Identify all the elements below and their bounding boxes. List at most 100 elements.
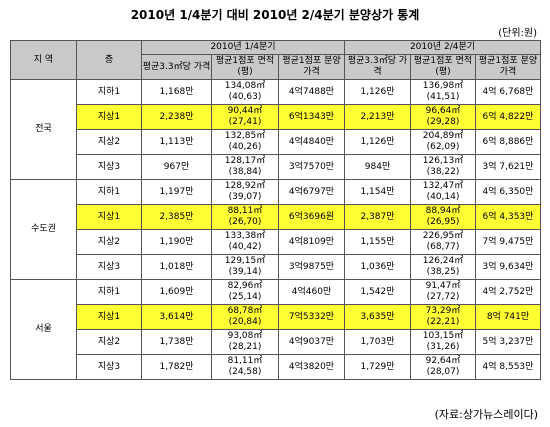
q1-sale-price: 6억3696원 (288, 211, 335, 222)
q1-sale-cell: 6억1343만 (278, 104, 345, 130)
q1-area-pyeong: (40,42) (228, 242, 262, 252)
q1-area-sqm: 93,08㎡ (227, 331, 263, 341)
q1-area-pyeong: (39,14) (228, 267, 262, 277)
q1-area-cell: 128,17㎡ (38,84) (211, 154, 279, 180)
q2-sale-price: 4억 6,350만 (482, 186, 534, 197)
floor-cell: 지상2 (76, 329, 142, 355)
floor-label: 지상3 (97, 161, 121, 172)
floor-cell: 지상1 (76, 104, 142, 130)
q1-price-cell: 1,738만 (141, 329, 212, 355)
q2-sale-price: 4억 6,768만 (482, 86, 534, 97)
q2-area-pyeong: (28,07) (426, 367, 460, 377)
q2-price-cell: 1,154만 (344, 179, 411, 205)
q1-price-cell: 1,168만 (141, 79, 212, 105)
q2-price: 1,703만 (360, 336, 395, 347)
q2-sale-price: 8억 741만 (486, 311, 530, 322)
q2-price-cell: 2,387만 (344, 204, 411, 230)
floor-cell: 지상2 (76, 229, 142, 255)
q1-price-cell: 1,018만 (141, 254, 212, 280)
region-name: 서울 (10, 279, 77, 380)
q1-area-sqm: 133,38㎡ (224, 231, 266, 241)
q2-area-sqm: 132,47㎡ (422, 181, 464, 191)
q2-area-cell: 91,47㎡ (27,72) (410, 279, 476, 305)
q2-sale-price: 3억 7,621만 (482, 161, 534, 172)
q1-price: 1,197만 (159, 186, 194, 197)
q2-area-sqm: 103,15㎡ (422, 331, 464, 341)
q1-sale-cell: 6억3696원 (278, 204, 345, 230)
q1-area-sqm: 68,78㎡ (227, 306, 263, 316)
q2-sale-cell: 3억 7,621만 (475, 154, 541, 180)
q2-sale-price: 6억 8,886만 (482, 136, 534, 147)
q2-price: 984만 (364, 161, 391, 172)
q1-area-pyeong: (24,58) (228, 367, 262, 377)
unit-label: (단위:원) (498, 28, 537, 39)
q1-sale-cell: 4억6797만 (278, 179, 345, 205)
floor-cell: 지하1 (76, 279, 142, 305)
q1-area-pyeong: (25,14) (228, 292, 262, 302)
q2-price: 3,635만 (360, 311, 395, 322)
q1-area-cell: 88,11㎡ (26,70) (211, 204, 279, 230)
floor-cell: 지하1 (76, 179, 142, 205)
region-name: 전국 (10, 79, 77, 180)
q1-sale-cell: 4억7488만 (278, 79, 345, 105)
q2-sale-price: 3억 9,634만 (482, 261, 534, 272)
q1-area-cell: 134,08㎡ (40,63) (211, 79, 279, 105)
table-row: 지상2 1,738만 93,08㎡ (28,21) 4억9037만 1,703만 103,1… (11, 329, 541, 355)
header-q1-area: 평균1점포 면적(평) (211, 54, 279, 80)
q2-sale-cell: 6억 8,886만 (475, 129, 541, 155)
q1-area-sqm: 88,11㎡ (227, 206, 263, 216)
q1-sale-price: 3억7570만 (288, 161, 335, 172)
table-row: 지상2 1,190만 133,38㎡ (40,42) 4억8109만 1,155만 226,… (11, 229, 541, 255)
table-row: 지상3 967만 128,17㎡ (38,84) 3억7570만 984만 126,13㎡(… (11, 154, 541, 180)
q1-sale-cell: 4억9037만 (278, 329, 345, 355)
q1-sale-price: 3억9875만 (288, 261, 335, 272)
table-row: 지상3 1,782만 81,11㎡ (24,58) 4억3820만 1,729만 92,64… (11, 354, 541, 380)
q1-price-cell: 1,609만 (141, 279, 212, 305)
header-q1-sale: 평균1점포 분양가격 (278, 54, 345, 80)
q1-sale-cell: 3억9875만 (278, 254, 345, 280)
q1-price-cell: 1,197만 (141, 179, 212, 205)
q2-sale-cell: 6억 4,353만 (475, 204, 541, 230)
q1-sale-price: 4억6797만 (288, 186, 335, 197)
q1-sale-cell: 4억4840만 (278, 129, 345, 155)
q2-price-cell: 1,126만 (344, 79, 411, 105)
q2-sale-cell: 4억 2,752만 (475, 279, 541, 305)
q2-area-pyeong: (62,09) (426, 142, 460, 152)
q2-area-sqm: 91,47㎡ (425, 281, 461, 291)
q1-area-cell: 93,08㎡ (28,21) (211, 329, 279, 355)
source-note: (자료:상가뉴스레이다) (434, 408, 538, 421)
q1-area-cell: 132,85㎡ (40,26) (211, 129, 279, 155)
q1-area-pyeong: (20,84) (228, 317, 262, 327)
q2-price-cell: 3,635만 (344, 304, 411, 330)
q2-price-cell: 1,155만 (344, 229, 411, 255)
q2-area-pyeong: (38,22) (426, 167, 460, 177)
floor-label: 지상3 (97, 361, 121, 372)
floor-cell: 지상1 (76, 204, 142, 230)
q1-price-cell: 967만 (141, 154, 212, 180)
q2-area-cell: 226,95㎡ (68,77) (410, 229, 476, 255)
q2-area-pyeong: (29,28) (426, 117, 460, 127)
q2-sale-price: 6억 4,353만 (482, 211, 534, 222)
q2-sale-price: 4억 2,752만 (482, 286, 534, 297)
q2-sale-cell: 4억 8,553만 (475, 354, 541, 380)
q1-price-cell: 2,385만 (141, 204, 212, 230)
table-row: 수도권 지하1 1,197만 128,92㎡ (39,07) 4억6797만 1,154만 1… (10, 179, 541, 280)
q1-area-cell: 133,38㎡ (40,42) (211, 229, 279, 255)
q1-sale-cell: 7억5332만 (278, 304, 345, 330)
floor-label: 지상1 (97, 211, 121, 222)
header-q1: 2010년 1/4분기 (141, 40, 345, 55)
q2-price: 2,387만 (360, 211, 395, 222)
q2-price: 1,729만 (360, 361, 395, 372)
floor-label: 지하1 (97, 286, 121, 297)
header-floor: 층 (76, 40, 142, 80)
q1-area-cell: 90,44㎡ (27,41) (211, 104, 279, 130)
q2-price: 1,126만 (360, 136, 395, 147)
q1-area-pyeong: (40,63) (228, 92, 262, 102)
q2-price: 1,154만 (360, 186, 395, 197)
document-title: 2010년 1/4분기 대비 2010년 2/4분기 분양상가 통계 (130, 8, 420, 22)
q1-area-cell: 68,78㎡ (20,84) (211, 304, 279, 330)
floor-cell: 지상1 (76, 304, 142, 330)
floor-cell: 지상3 (76, 254, 142, 280)
q2-price: 1,155만 (360, 236, 395, 247)
q1-area-sqm: 81,11㎡ (227, 356, 263, 366)
